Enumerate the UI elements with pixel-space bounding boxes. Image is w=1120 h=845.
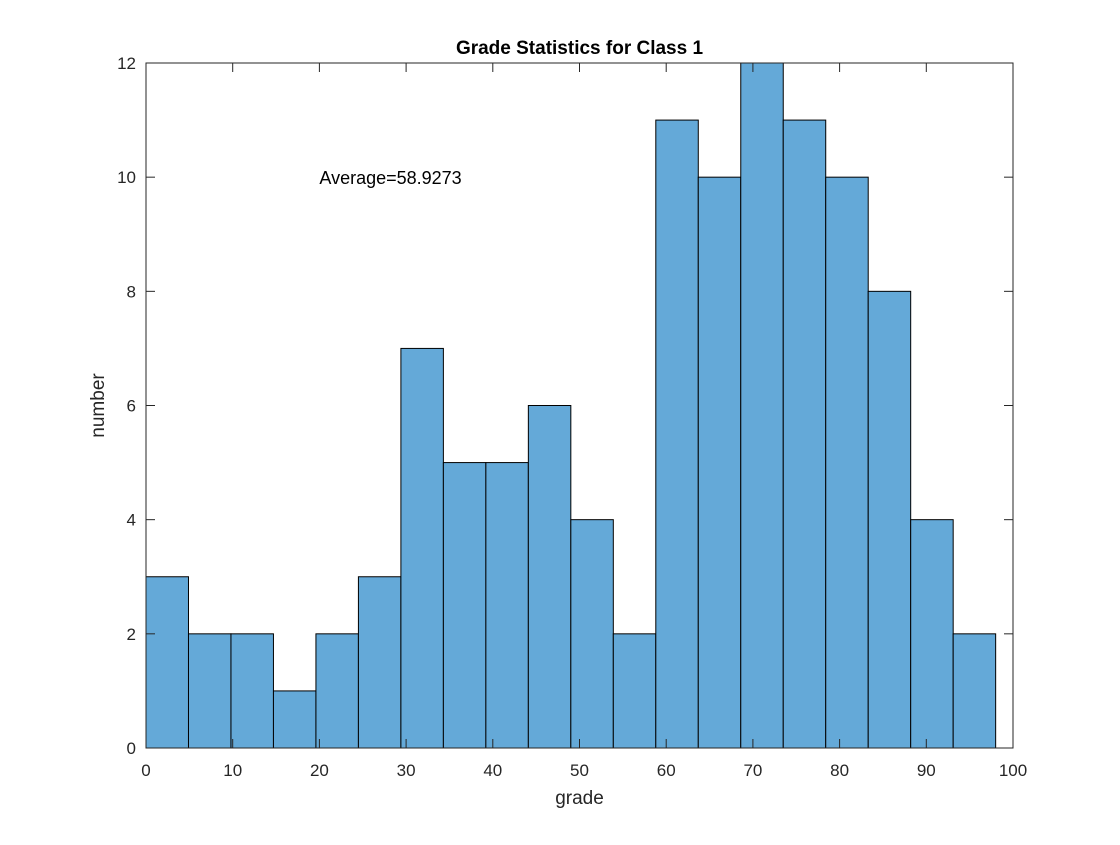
- histogram-bar: [527, 405, 572, 749]
- histogram-bar: [400, 347, 444, 749]
- x-tick-label: 60: [657, 761, 676, 780]
- histogram-bar: [357, 576, 402, 749]
- histogram-bar: [612, 633, 657, 749]
- y-tick-label: 8: [127, 282, 136, 301]
- histogram-bar: [570, 519, 614, 749]
- histogram-bar: [485, 462, 529, 749]
- histogram-bar: [272, 690, 317, 749]
- y-tick-label: 6: [127, 397, 136, 416]
- bars: [145, 62, 997, 749]
- average-annotation: Average=58.9273: [319, 168, 461, 188]
- x-tick-label: 50: [570, 761, 589, 780]
- x-tick-label: 30: [397, 761, 416, 780]
- histogram-bar: [187, 633, 232, 749]
- x-tick-label: 0: [141, 761, 150, 780]
- histogram-bar: [867, 290, 912, 749]
- histogram-bar: [825, 176, 869, 749]
- histogram-bar: [145, 576, 189, 749]
- histogram-bar: [740, 62, 784, 749]
- y-tick-label: 10: [117, 168, 136, 187]
- y-tick-label: 0: [127, 739, 136, 758]
- x-tick-label: 80: [830, 761, 849, 780]
- x-tick-label: 70: [743, 761, 762, 780]
- histogram-bar: [230, 633, 274, 749]
- x-tick-label: 10: [223, 761, 242, 780]
- histogram-bar: [952, 633, 997, 749]
- x-tick-label: 100: [999, 761, 1027, 780]
- histogram-bar: [782, 119, 827, 749]
- histogram-bar: [697, 176, 742, 749]
- histogram-bar: [442, 462, 487, 749]
- y-tick-label: 2: [127, 625, 136, 644]
- histogram-bar: [910, 519, 954, 749]
- x-tick-label: 90: [917, 761, 936, 780]
- x-tick-label: 20: [310, 761, 329, 780]
- x-axis-label: grade: [555, 788, 604, 809]
- ticks: 0 10 20 30 40 50 60 70 80 90 100 0 2 4 6 8 10 12: [117, 54, 1027, 780]
- y-axis-label: number: [88, 373, 109, 438]
- y-tick-label: 4: [127, 511, 136, 530]
- x-tick-label: 40: [483, 761, 502, 780]
- histogram-bar: [655, 119, 699, 749]
- chart-title: Grade Statistics for Class 1: [456, 38, 704, 59]
- histogram-bar: [315, 633, 359, 749]
- y-tick-label: 12: [117, 54, 136, 73]
